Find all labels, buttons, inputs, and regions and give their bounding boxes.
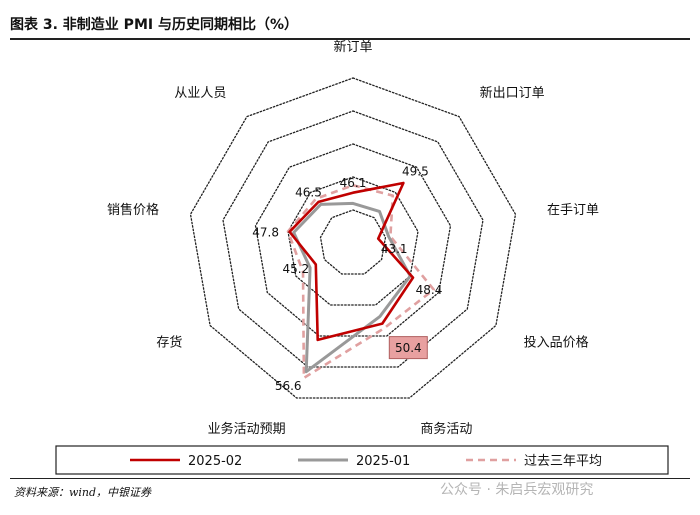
data-label-2: 43.1 [381, 242, 408, 256]
axis-label-6: 存货 [156, 335, 182, 351]
axis-label-8: 从业人员 [174, 86, 226, 101]
data-label-8: 46.5 [295, 185, 322, 199]
axis-label-1: 新出口订单 [480, 85, 545, 101]
grid-ring-1 [319, 209, 387, 275]
series-line-0 [288, 181, 415, 342]
data-label-7: 47.8 [252, 225, 279, 239]
data-label-5: 56.6 [275, 379, 302, 393]
legend-label-2: 过去三年平均 [524, 454, 602, 469]
data-label-1: 49.5 [402, 165, 429, 179]
legend: 2025-02 2025-01 过去三年平均 [55, 445, 669, 475]
data-labels: 46.1 49.5 43.1 48.4 50.4 56.6 45.2 47.8 46.5 [252, 165, 442, 394]
axis-label-7: 销售价格 [107, 202, 159, 218]
axis-label-2: 在手订单 [547, 203, 599, 218]
data-label-6: 45.2 [282, 262, 309, 276]
series-lines [286, 181, 436, 380]
data-label-4: 50.4 [395, 341, 422, 355]
legend-label-1: 2025-01 [356, 454, 410, 469]
axis-label-4: 商务活动 [420, 421, 472, 437]
axis-label-0: 新订单 [333, 39, 372, 55]
axis-label-5: 业务活动预期 [208, 421, 286, 437]
footer-divider [10, 478, 690, 479]
data-label-3: 48.4 [416, 283, 443, 297]
source-note: 资料来源：wind，中银证券 [14, 486, 152, 499]
legend-label-0: 2025-02 [188, 454, 242, 469]
axis-label-3: 投入品价格 [524, 335, 589, 351]
grid-ring-2 [287, 176, 419, 306]
page-title: 图表 3. 非制造业 PMI 与历史同期相比（%） [10, 17, 298, 33]
grid-ring-5 [189, 77, 517, 399]
grid-ring-4 [222, 110, 484, 368]
radar-grid [189, 77, 517, 399]
data-label-0: 46.1 [340, 176, 367, 190]
title-divider [10, 38, 690, 40]
data-label-highlight-4 [388, 336, 428, 360]
series-line-2 [286, 184, 436, 380]
watermark: 公众号 · 朱启兵宏观研究 [440, 482, 594, 498]
